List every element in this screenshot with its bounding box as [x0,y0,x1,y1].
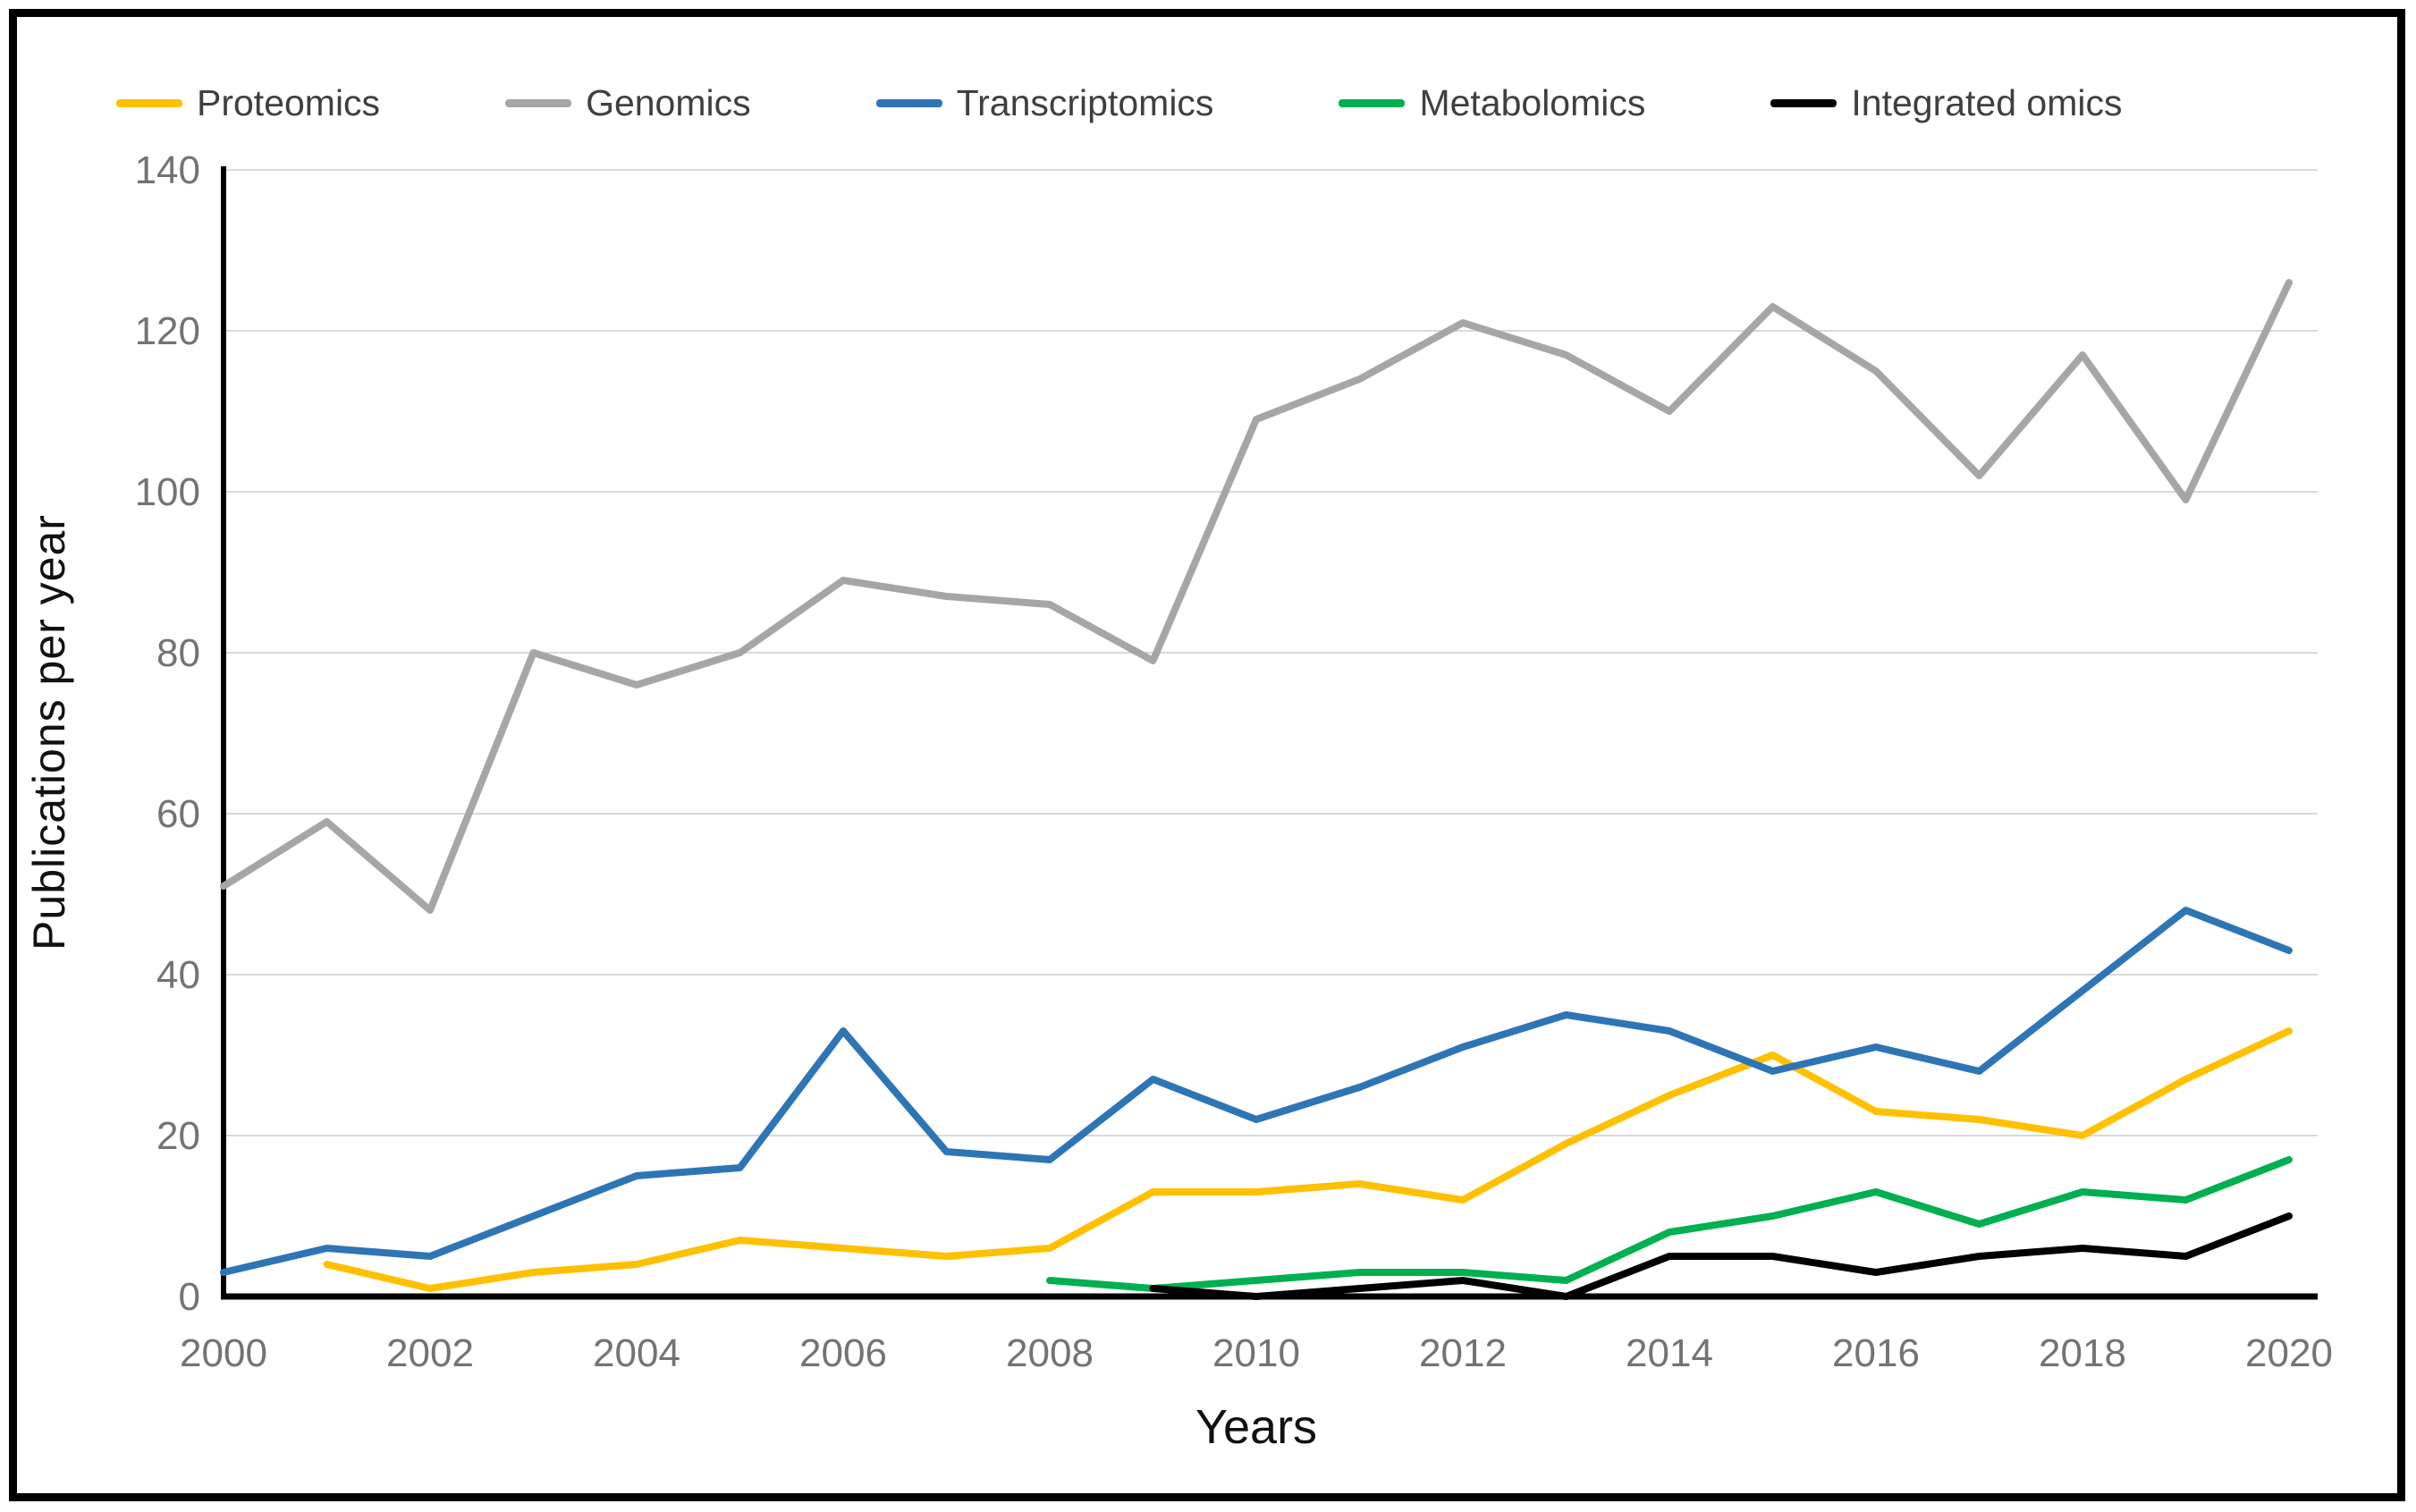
y-tick-label: 140 [135,148,200,192]
legend-item-integrated-omics: Integrated omics [1770,82,2122,124]
legend-item-genomics: Genomics [505,82,751,124]
y-tick-label: 100 [135,470,200,514]
legend-label-proteomics: Proteomics [197,82,381,123]
legend-item-transcriptomics: Transcriptomics [875,82,1214,124]
x-tick-labels: 2000 2002 2004 2006 2008 2010 2012 2014 2016 2018… [180,1331,2333,1375]
chart-legend: Proteomics Genomics Transcriptomics Meta… [116,82,2122,124]
legend-label-integrated-omics: Integrated omics [1851,82,2123,123]
legend-item-metabolomics: Metabolomics [1339,82,1645,124]
series-line-transcriptomics [220,907,2293,1276]
x-tick-label: 2016 [1832,1331,1920,1375]
legend-label-metabolomics: Metabolomics [1419,82,1646,123]
gridlines [224,169,2318,1136]
x-tick-label: 2008 [1006,1331,1094,1375]
y-tick-label: 40 [156,953,200,997]
legend-label-genomics: Genomics [586,82,751,123]
series-line-metabolomics [1046,1156,2293,1292]
metabolomics-line-swatch [1339,99,1406,107]
y-axis-title: Publications per year [24,514,74,950]
data-series-lines [220,279,2293,1300]
series-line-genomics [220,279,2293,914]
series-line-integrated-omics [1149,1212,2293,1300]
x-tick-label: 2010 [1212,1331,1300,1375]
y-tick-label: 120 [135,309,200,353]
legend-label-transcriptomics: Transcriptomics [956,82,1214,123]
x-tick-label: 2000 [180,1331,267,1375]
y-tick-label: 60 [156,792,200,836]
y-tick-label: 20 [156,1114,200,1158]
x-tick-label: 2018 [2039,1331,2126,1375]
proteomics-line-swatch [116,99,182,107]
x-tick-label: 2012 [1419,1331,1507,1375]
x-tick-label: 2014 [1626,1331,1713,1375]
x-tick-label: 2002 [386,1331,474,1375]
x-tick-label: 2004 [593,1331,680,1375]
genomics-line-swatch [505,99,572,107]
y-tick-labels: 0 20 40 60 80 100 120 140 [135,148,200,1319]
y-tick-label: 0 [179,1275,200,1319]
x-tick-label: 2006 [799,1331,887,1375]
series-line-proteomics [323,1027,2293,1292]
transcriptomics-line-swatch [875,99,942,107]
y-tick-label: 80 [156,631,200,675]
x-axis-title: Years [1195,1400,1318,1454]
legend-item-proteomics: Proteomics [116,82,380,124]
integrated-omics-line-swatch [1770,99,1837,107]
x-tick-label: 2020 [2245,1331,2333,1375]
